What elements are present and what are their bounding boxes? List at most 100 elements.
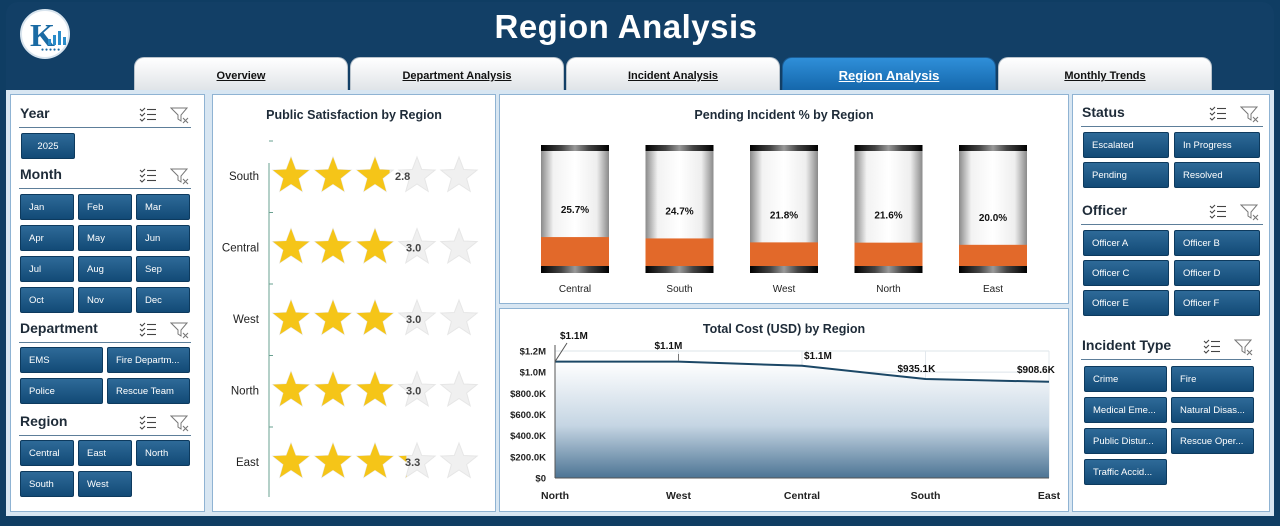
month-slicer-option-mar[interactable]: Mar — [136, 194, 190, 220]
status-slicer-option-resolved[interactable]: Resolved — [1174, 162, 1260, 188]
officer-slicer-option-officer-f[interactable]: Officer F — [1174, 290, 1260, 316]
right-filter-panel: Status Escalated In Progress Pending Resolve… — [1072, 94, 1270, 512]
month-slicer-option-may[interactable]: May — [78, 225, 132, 251]
satisfaction-value-label: 3.0 — [406, 386, 421, 398]
multiselect-icon[interactable] — [139, 322, 157, 338]
clear-filter-icon[interactable] — [1240, 106, 1260, 123]
cost-chart: $0 $200.0K $400.0K $600.0K $800.0K $1.0M $1.2M… — [500, 309, 1070, 513]
multiselect-icon[interactable] — [1203, 339, 1221, 355]
star-filled-west-2 — [315, 300, 351, 334]
incident-type-slicer-option-rescue-oper[interactable]: Rescue Oper... — [1171, 428, 1254, 454]
month-slicer-option-jan[interactable]: Jan — [20, 194, 74, 220]
multiselect-icon[interactable] — [139, 415, 157, 431]
star-filled-east-2 — [315, 443, 351, 477]
month-slicer-option-sep[interactable]: Sep — [136, 256, 190, 282]
month-slicer-option-jun[interactable]: Jun — [136, 225, 190, 251]
pending-chart: 25.7% Central 24.7% South 21.8% West 21.6% Nort… — [500, 123, 1070, 303]
pending-category-label: West — [773, 284, 796, 295]
department-slicer-option-ems[interactable]: EMS — [20, 347, 103, 373]
star-filled-central-2 — [315, 229, 351, 263]
satisfaction-chart-title: Public Satisfaction by Region — [213, 108, 495, 122]
tab-department-analysis[interactable]: Department Analysis — [350, 57, 564, 91]
star-filled-west-3 — [357, 300, 393, 334]
cost-value-label: $1.1M — [655, 341, 683, 352]
month-slicer-option-oct[interactable]: Oct — [20, 287, 74, 313]
incident-type-slicer-option-crime[interactable]: Crime — [1084, 366, 1167, 392]
cost-value-label: $1.1M — [804, 351, 832, 362]
pending-value-label: 25.7% — [561, 205, 589, 216]
star-filled-central-1 — [273, 229, 309, 263]
clear-filter-icon[interactable] — [170, 415, 190, 432]
pending-cap-top — [541, 145, 609, 151]
pending-value-label: 24.7% — [665, 206, 693, 217]
incident-type-slicer-option-public-distur[interactable]: Public Distur... — [1084, 428, 1167, 454]
status-slicer-divider — [1081, 126, 1263, 127]
pending-chart-title: Pending Incident % by Region — [500, 108, 1068, 122]
clear-filter-icon[interactable] — [170, 168, 190, 185]
year-slicer-title: Year — [20, 105, 50, 121]
tab-monthly-trends[interactable]: Monthly Trends — [998, 57, 1212, 91]
department-slicer-option-fire-departm[interactable]: Fire Departm... — [107, 347, 190, 373]
cost-y-tick-label: $600.0K — [510, 410, 546, 421]
multiselect-icon[interactable] — [1209, 204, 1227, 220]
header-bar: K ●●●●● Region Analysis Overview Departm… — [6, 2, 1274, 90]
officer-slicer-option-officer-e[interactable]: Officer E — [1083, 290, 1169, 316]
tab-overview[interactable]: Overview — [134, 57, 348, 91]
region-slicer-option-west[interactable]: West — [78, 471, 132, 497]
satisfaction-category-label: East — [236, 457, 260, 469]
officer-slicer-option-officer-c[interactable]: Officer C — [1083, 260, 1169, 286]
pending-cap-bottom — [646, 266, 714, 273]
cost-area — [555, 362, 1049, 478]
multiselect-icon[interactable] — [139, 168, 157, 184]
pending-value-label: 21.8% — [770, 210, 798, 221]
incident-type-slicer-option-fire[interactable]: Fire — [1171, 366, 1254, 392]
star-empty-south-5 — [441, 157, 477, 191]
tab-incident-analysis[interactable]: Incident Analysis — [566, 57, 780, 91]
clear-filter-icon[interactable] — [1240, 204, 1260, 221]
month-slicer-option-aug[interactable]: Aug — [78, 256, 132, 282]
month-slicer-option-feb[interactable]: Feb — [78, 194, 132, 220]
cost-value-label: $908.6K — [1017, 365, 1056, 376]
star-filled-south-3 — [357, 157, 393, 191]
satisfaction-value-label: 3.0 — [406, 243, 421, 255]
incident-type-slicer-option-traffic-accid[interactable]: Traffic Accid... — [1084, 459, 1167, 485]
incident-type-slicer-option-natural-disas[interactable]: Natural Disas... — [1171, 397, 1254, 423]
cost-y-tick-label: $800.0K — [510, 389, 546, 400]
status-slicer-option-escalated[interactable]: Escalated — [1083, 132, 1169, 158]
cost-value-label: $1.1M — [560, 331, 588, 342]
year-slicer-option-2025[interactable]: 2025 — [21, 133, 75, 159]
clear-filter-icon[interactable] — [170, 322, 190, 339]
region-slicer-option-central[interactable]: Central — [20, 440, 74, 466]
cost-category-label: South — [911, 490, 941, 502]
cost-y-tick-label: $200.0K — [510, 452, 546, 463]
status-slicer-option-pending[interactable]: Pending — [1083, 162, 1169, 188]
department-slicer-option-rescue-team[interactable]: Rescue Team — [107, 378, 190, 404]
region-slicer-option-south[interactable]: South — [20, 471, 74, 497]
month-slicer-option-dec[interactable]: Dec — [136, 287, 190, 313]
multiselect-icon[interactable] — [1209, 106, 1227, 122]
incident-type-slicer-option-medical-eme[interactable]: Medical Eme... — [1084, 397, 1167, 423]
status-slicer-option-in-progress[interactable]: In Progress — [1174, 132, 1260, 158]
officer-slicer-option-officer-b[interactable]: Officer B — [1174, 230, 1260, 256]
clear-filter-icon[interactable] — [170, 107, 190, 124]
pending-category-label: South — [666, 284, 692, 295]
clear-filter-icon[interactable] — [1234, 339, 1254, 356]
month-slicer-option-apr[interactable]: Apr — [20, 225, 74, 251]
region-slicer-option-north[interactable]: North — [136, 440, 190, 466]
officer-slicer-option-officer-d[interactable]: Officer D — [1174, 260, 1260, 286]
region-slicer-option-east[interactable]: East — [78, 440, 132, 466]
tab-region-analysis[interactable]: Region Analysis — [782, 57, 996, 91]
cost-y-tick-label: $0 — [535, 474, 546, 485]
multiselect-icon[interactable] — [139, 107, 157, 123]
cost-category-label: East — [1038, 490, 1061, 502]
pending-cap-top — [959, 145, 1027, 151]
department-slicer-option-police[interactable]: Police — [20, 378, 103, 404]
month-slicer-divider — [19, 188, 191, 189]
left-filter-panel: Year 2025 Month Jan Feb Mar Apr May Jun Jul Aug Sep… — [10, 94, 205, 512]
pending-category-label: Central — [559, 284, 591, 295]
officer-slicer-option-officer-a[interactable]: Officer A — [1083, 230, 1169, 256]
month-slicer-option-jul[interactable]: Jul — [20, 256, 74, 282]
satisfaction-chart: South 2.8Central 3.0West 3.0North 3.0East 3.3 — [213, 123, 497, 513]
month-slicer-option-nov[interactable]: Nov — [78, 287, 132, 313]
star-empty-central-5 — [441, 229, 477, 263]
